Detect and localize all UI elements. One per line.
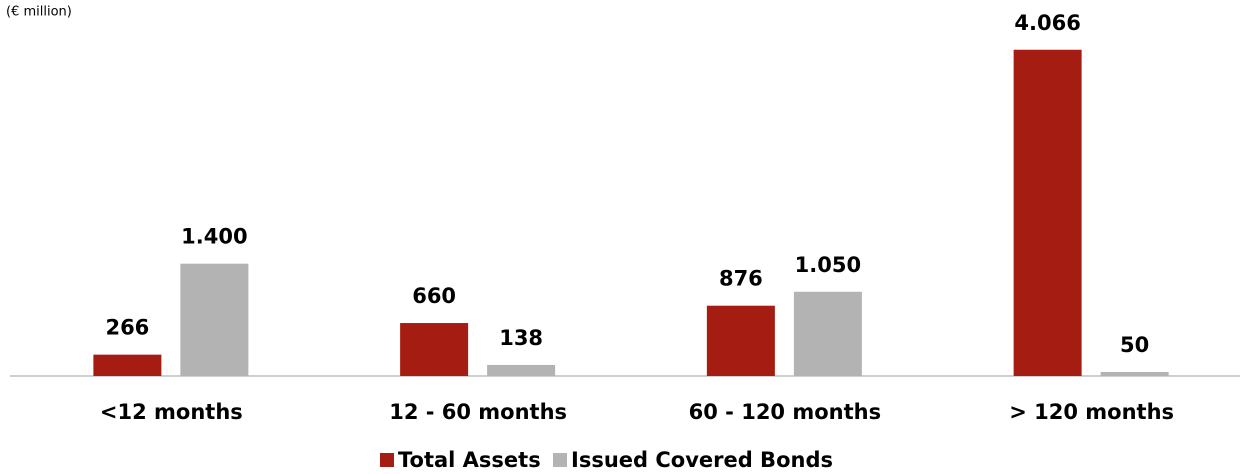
legend-label: Issued Covered Bonds: [571, 448, 833, 472]
bar: [793, 291, 862, 376]
data-label: 1.050: [795, 253, 861, 277]
data-label: 138: [499, 326, 543, 350]
data-label: 4.066: [1014, 11, 1080, 35]
data-label: 1.400: [181, 225, 247, 249]
bar: [1100, 371, 1169, 376]
x-tick-label: > 120 months: [1009, 400, 1174, 424]
data-label: 660: [412, 284, 456, 308]
x-tick-label: 60 - 120 months: [689, 400, 881, 424]
bar: [706, 305, 775, 376]
legend-swatch: [380, 453, 394, 467]
bar: [1013, 49, 1082, 377]
chart-subtitle: (€ million): [6, 5, 72, 20]
legend-swatch: [553, 453, 567, 467]
bar: [93, 354, 162, 376]
bar: [180, 263, 249, 376]
legend-label: Total Assets: [398, 448, 541, 472]
data-label: 50: [1120, 333, 1149, 357]
bar: [400, 323, 469, 376]
data-label: 876: [719, 267, 763, 291]
data-label: 266: [105, 316, 149, 340]
x-tick-label: <12 months: [100, 400, 243, 424]
bar: [487, 364, 556, 376]
x-tick-label: 12 - 60 months: [389, 400, 567, 424]
